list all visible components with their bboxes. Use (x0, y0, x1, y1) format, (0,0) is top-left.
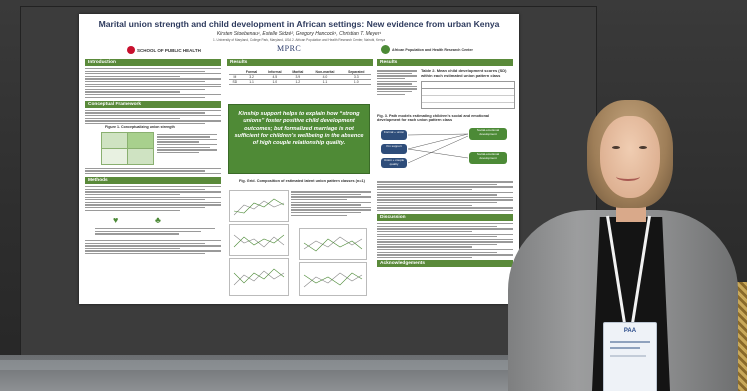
face (600, 116, 660, 198)
right-eye (639, 146, 647, 149)
poster-affiliations: 1. University of Maryland, College Park,… (212, 38, 386, 42)
poster-left-column: Introduction Conceptual Framework Figure… (85, 59, 221, 256)
umd-seal-icon (127, 46, 135, 54)
introduction-heading: Introduction (85, 59, 221, 66)
aphrc-logo: African Population and Health Research C… (381, 45, 481, 54)
badge-logo: PAA (623, 328, 637, 334)
mini-plot (229, 190, 289, 222)
mini-plot (229, 224, 289, 256)
poster-right-column: Results Table 2. Mean child development … (377, 59, 515, 269)
poster-title: Marital union strength and child develop… (98, 19, 500, 29)
introduction-text (85, 68, 221, 98)
grid-cell (101, 132, 128, 150)
public-health-logo-text: SCHOOL OF PUBLIC HEALTH (137, 47, 201, 53)
acknowledgements-heading: Acknowledgements (377, 260, 513, 268)
mprc-logo: MPRC (277, 44, 302, 53)
figure-grid-notes (291, 190, 371, 217)
grid-cell (101, 148, 128, 166)
framework-text-2 (85, 167, 221, 175)
results-right-heading: Results (377, 59, 513, 66)
floor-stripe (0, 360, 747, 370)
aphrc-globe-icon (381, 45, 390, 54)
poster-logo-row: SCHOOL OF PUBLIC HEALTH MPRC African Pop… (119, 44, 479, 58)
table2-title: Table 2. Mean child development scores (… (421, 68, 507, 78)
poster-authors: Kirsten Stoebenau¹, Estelle Sidzé², Greg… (216, 31, 382, 37)
mini-plot (299, 228, 367, 260)
results-table-header: Formal Informal Marital Non-marital Sepa… (229, 70, 371, 75)
results-table-row: SD 1.1 1.0 1.2 1.1 1.0 (229, 79, 371, 85)
results-heading: Results (227, 59, 373, 66)
discussion-heading: Discussion (377, 214, 513, 222)
path-node: Formal + union (381, 130, 407, 140)
public-health-logo: SCHOOL OF PUBLIC HEALTH (127, 46, 201, 54)
path-node: Social-emotional development (469, 152, 507, 164)
presenter: PAA (508, 92, 738, 391)
figure1-notes (157, 132, 217, 154)
table2 (421, 81, 515, 109)
methods-text (85, 186, 221, 211)
results-table-row: M 3.2 4.5 3.9 4.0 3.3 (229, 74, 371, 80)
figure1-caption: Figure 1. Conceptualizing union strength (105, 125, 175, 130)
research-poster: Marital union strength and child develop… (79, 14, 519, 304)
mini-plot (299, 262, 367, 296)
figure-grid-caption: Fig. Grid. Composition of estimated late… (239, 179, 365, 183)
table2-area: Table 2. Mean child development scores (… (377, 68, 515, 112)
table2-notes (377, 69, 417, 96)
mini-plot (229, 258, 289, 296)
smile (616, 172, 640, 181)
key-finding-callout: Kinship support helps to explain how “st… (228, 104, 370, 174)
grid-cell (127, 132, 154, 150)
results-right-text (377, 181, 513, 212)
path-diagram: Formal + union Kin support Union + coupl… (377, 124, 513, 180)
conceptual-framework-heading: Conceptual Framework (85, 100, 221, 108)
figure1-grid (85, 130, 221, 166)
methods-text-2 (85, 240, 221, 255)
results-table: Formal Informal Marital Non-marital Sepa… (229, 70, 371, 85)
name-badge: PAA (603, 322, 657, 391)
path-node: Union + couple quality (381, 158, 407, 168)
people-icon: ♣ (155, 214, 161, 225)
path-node: Kin support (381, 144, 407, 154)
left-eye (612, 146, 620, 149)
aphrc-logo-text: African Population and Health Research C… (392, 47, 473, 52)
methods-heading: Methods (85, 177, 221, 185)
path-arrows (407, 133, 469, 164)
path-node: Social-emotional development (469, 128, 507, 140)
fig3-title: Fig. 3. Path models estimating children'… (377, 114, 490, 122)
methods-icons: ♥ ♣ (85, 213, 221, 239)
poster-middle-column: Results Formal Informal Marital Non-mari… (227, 59, 373, 85)
grid-cell (127, 148, 154, 166)
discussion-text (377, 223, 513, 259)
heart-icon: ♥ (113, 214, 119, 225)
framework-text (85, 109, 221, 125)
